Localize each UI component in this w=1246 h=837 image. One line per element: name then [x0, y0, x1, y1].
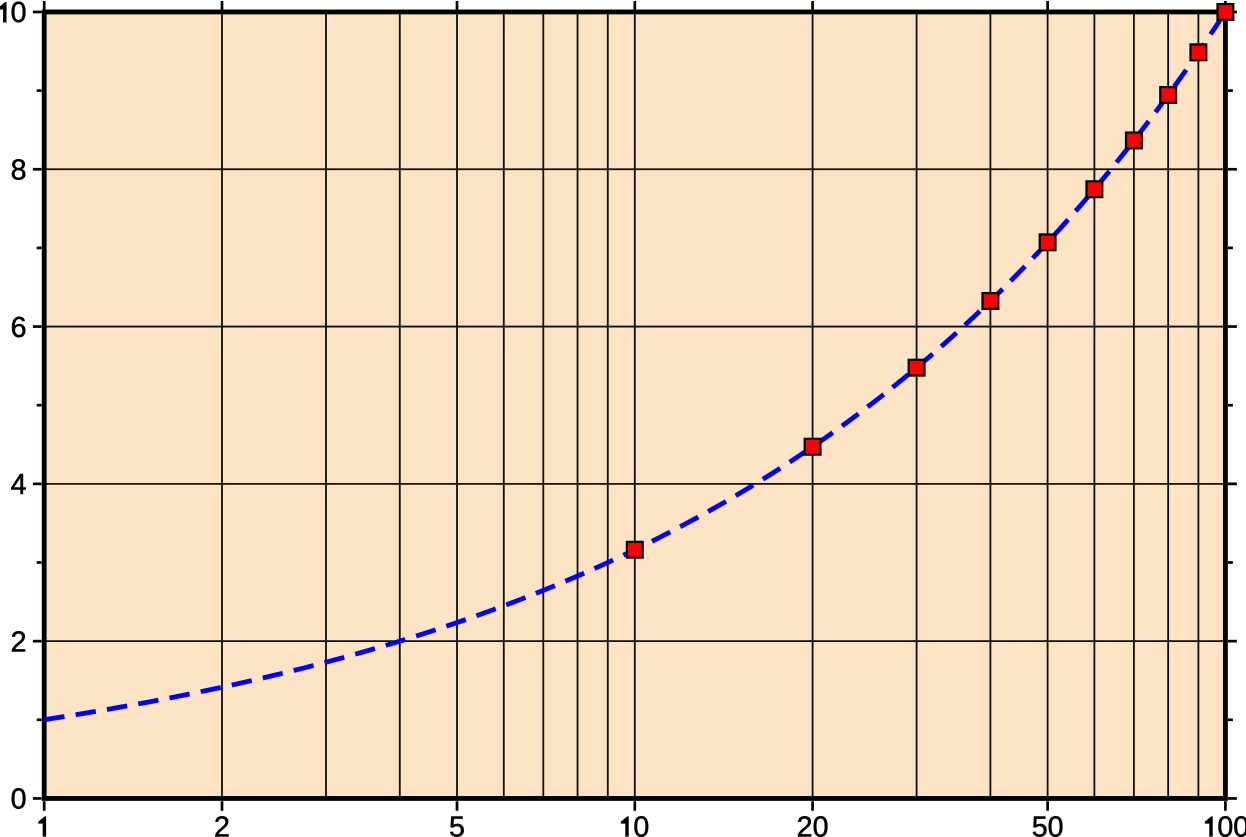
svg-text:2: 2	[214, 811, 230, 837]
svg-text:5: 5	[449, 811, 465, 837]
svg-text:0: 0	[11, 0, 27, 29]
svg-text:20: 20	[797, 811, 829, 837]
svg-text:0: 0	[11, 784, 27, 816]
svg-text:2: 2	[11, 626, 27, 658]
svg-text:8: 8	[11, 154, 27, 186]
svg-text:00: 00	[1217, 811, 1246, 837]
svg-text:6: 6	[11, 312, 27, 344]
svg-text:50: 50	[1032, 811, 1064, 837]
svg-text:4: 4	[11, 469, 27, 501]
svg-text:0: 0	[633, 811, 649, 837]
